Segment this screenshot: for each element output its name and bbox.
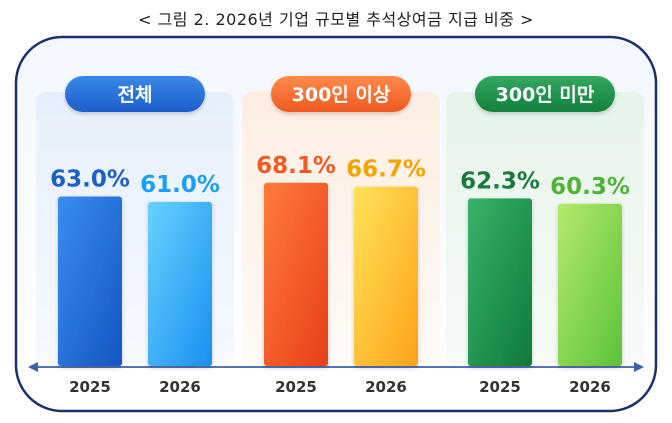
value-label-all-2025: 63.0% <box>50 167 130 193</box>
bar-all-2026 <box>148 201 212 366</box>
bar-all-2025 <box>58 196 122 366</box>
x-tick-small-2026: 2026 <box>569 378 611 396</box>
value-label-small-2026: 60.3% <box>550 174 630 200</box>
group-label-pill-large <box>271 76 411 112</box>
x-tick-all-2025: 2025 <box>69 378 111 396</box>
group-label-small: 300인 미만 <box>496 84 595 106</box>
bar-small-2025 <box>468 198 532 366</box>
x-tick-small-2025: 2025 <box>479 378 521 396</box>
bar-large-2025 <box>264 182 328 366</box>
value-label-all-2026: 61.0% <box>140 172 220 198</box>
group-label-pill-small <box>475 76 615 112</box>
group-label-all: 전체 <box>118 84 153 106</box>
bar-large-2026 <box>354 186 418 366</box>
value-label-large-2025: 68.1% <box>256 153 336 179</box>
x-tick-large-2025: 2025 <box>275 378 317 396</box>
x-tick-all-2026: 2026 <box>159 378 201 396</box>
group-label-pill-all <box>65 76 205 112</box>
x-tick-large-2026: 2026 <box>365 378 407 396</box>
group-label-large: 300인 이상 <box>292 84 391 106</box>
value-label-large-2026: 66.7% <box>346 157 426 183</box>
axis-arrow-right-icon <box>634 362 644 372</box>
figure-caption: < 그림 2. 2026년 기업 규모별 추석상여금 지급 비중 > <box>138 10 534 29</box>
bar-small-2026 <box>558 203 622 366</box>
axis-arrow-left-icon <box>28 362 38 372</box>
value-label-small-2025: 62.3% <box>460 168 540 194</box>
